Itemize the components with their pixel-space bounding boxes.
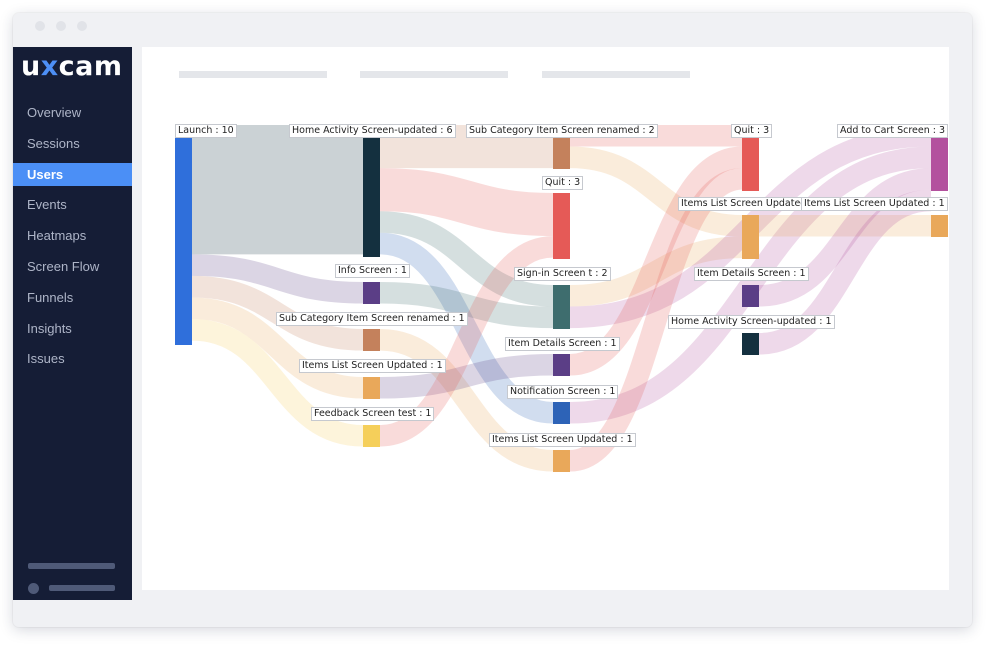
sidebar: uxcam Overview Sessions Users Events Hea… xyxy=(13,47,132,600)
flow-node-label-info: Info Screen : 1 xyxy=(335,264,410,278)
flow-node-home2[interactable] xyxy=(742,333,759,355)
flow-link-feedback-to-quit3a[interactable] xyxy=(379,236,554,447)
flow-node-itemdet2[interactable] xyxy=(742,285,759,307)
flow-node-label-signin: Sign-in Screen t : 2 xyxy=(514,267,611,281)
flow-link-subcat2-to-itemslist3[interactable] xyxy=(569,146,743,237)
flow-node-quit3a[interactable] xyxy=(553,193,570,259)
flow-node-label-itemdet1: Item Details Screen : 1 xyxy=(505,337,620,351)
flow-node-label-quit3a: Quit : 3 xyxy=(542,176,584,190)
flow-node-label-notif: Notification Screen : 1 xyxy=(507,385,619,399)
flow-node-home[interactable] xyxy=(363,125,380,257)
sidebar-item-overview[interactable]: Overview xyxy=(27,105,82,120)
flow-node-label-subcat1: Sub Category Item Screen renamed : 1 xyxy=(276,312,468,326)
flow-node-label-feedback: Feedback Screen test : 1 xyxy=(311,407,435,421)
sidebar-item-heatmaps[interactable]: Heatmaps xyxy=(27,228,87,244)
flow-link-info-to-signin[interactable] xyxy=(379,282,554,329)
flow-node-label-itemslist2: Items List Screen Updated : 1 xyxy=(489,433,636,447)
sidebar-item-sessions[interactable]: Sessions xyxy=(27,135,80,151)
user-info-placeholder xyxy=(28,563,115,569)
flow-link-home-to-quit3a[interactable] xyxy=(379,168,554,237)
flow-node-itemslist1[interactable] xyxy=(363,377,380,399)
flow-link-home-to-notif[interactable] xyxy=(379,232,554,424)
sidebar-item-screen-flow[interactable]: Screen Flow xyxy=(27,258,100,274)
flow-link-itemdet2-to-addcart[interactable] xyxy=(758,168,932,307)
flow-link-launch-to-itemslist1[interactable] xyxy=(191,297,364,399)
flow-node-launch[interactable] xyxy=(175,125,192,345)
flow-node-label-itemslist4: Items List Screen Updated : 1 xyxy=(801,197,948,211)
flow-node-info[interactable] xyxy=(363,282,380,304)
sidebar-item-events[interactable]: Events xyxy=(27,197,67,213)
flow-node-label-home2: Home Activity Screen-updated : 1 xyxy=(668,315,835,329)
flow-link-launch-to-feedback[interactable] xyxy=(191,319,364,447)
flow-node-itemdet1[interactable] xyxy=(553,354,570,376)
flow-link-itemdet1-to-quit3b[interactable] xyxy=(568,146,744,376)
flow-link-signin-to-itemslist3[interactable] xyxy=(569,236,743,307)
window-control-close[interactable] xyxy=(35,21,45,31)
flow-node-quit3b[interactable] xyxy=(742,125,759,191)
flow-node-label-itemslist3: Items List Screen Updated : 2 xyxy=(678,197,825,211)
user-name-placeholder xyxy=(49,585,115,591)
window-control-maximize[interactable] xyxy=(77,21,87,31)
flow-node-feedback[interactable] xyxy=(363,425,380,447)
flow-link-subcat1-to-itemslist2[interactable] xyxy=(379,329,554,472)
header-placeholder-2 xyxy=(360,71,508,78)
flow-link-launch-to-info[interactable] xyxy=(191,254,364,304)
flow-node-label-subcat2: Sub Category Item Screen renamed : 2 xyxy=(466,124,658,138)
flow-node-signin[interactable] xyxy=(553,285,570,329)
sidebar-item-issues[interactable]: Issues xyxy=(27,351,65,367)
avatar[interactable] xyxy=(28,583,39,594)
header-placeholder-3 xyxy=(542,71,690,78)
flow-node-label-home: Home Activity Screen-updated : 6 xyxy=(289,124,456,138)
flow-link-home-to-signin[interactable] xyxy=(379,211,554,307)
flow-node-label-addcart: Add to Cart Screen : 3 xyxy=(837,124,949,138)
flow-node-itemslist2[interactable] xyxy=(553,450,570,472)
flow-node-label-itemdet2: Item Details Screen : 1 xyxy=(694,267,809,281)
flow-node-addcart[interactable] xyxy=(931,125,948,191)
flow-node-label-itemslist1: Items List Screen Updated : 1 xyxy=(299,359,446,373)
uxcam-logo[interactable]: uxcam xyxy=(21,51,123,82)
flow-node-label-quit3b: Quit : 3 xyxy=(731,124,773,138)
flow-node-itemslist3[interactable] xyxy=(742,215,759,259)
window-control-minimize[interactable] xyxy=(56,21,66,31)
flow-node-subcat1[interactable] xyxy=(363,329,380,351)
sidebar-item-insights[interactable]: Insights xyxy=(27,320,72,336)
sidebar-nav: Overview Sessions Users Events Heatmaps … xyxy=(13,101,132,378)
flow-node-notif[interactable] xyxy=(553,402,570,424)
flow-node-itemslist4[interactable] xyxy=(931,215,948,237)
flow-node-label-launch: Launch : 10 xyxy=(175,124,237,138)
sidebar-item-funnels[interactable]: Funnels xyxy=(27,289,74,305)
sidebar-item-users[interactable]: Users xyxy=(13,162,132,186)
header-placeholder-1 xyxy=(179,71,327,78)
flow-link-itemslist1-to-itemdet1[interactable] xyxy=(379,354,554,399)
